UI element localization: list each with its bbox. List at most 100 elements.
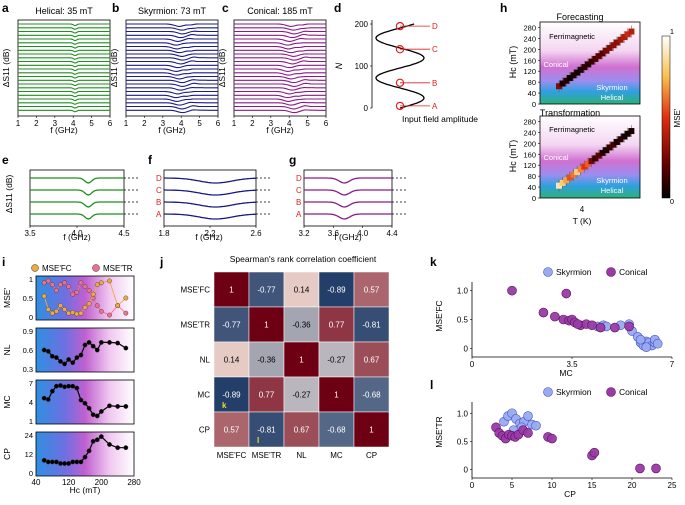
panel-g-xlabel: f (GHz) <box>334 232 362 242</box>
panel-j-cell-text: -0.36 <box>257 356 276 365</box>
panel-k-xtick-label: 3.5 <box>566 360 578 369</box>
panel-h-cell <box>584 61 591 68</box>
panel-i-point <box>98 280 104 286</box>
panel-d-curve <box>375 23 425 109</box>
panel-c: 1 2 3 4 5 6 <box>232 19 329 128</box>
panel-b-trace <box>126 109 218 114</box>
panel-b-trace <box>126 33 218 39</box>
panel-j-title: Spearman's rank correlation coefficient <box>230 254 377 264</box>
panel-i-ytick-label: 7 <box>29 379 33 388</box>
panel-h-cell <box>563 177 570 184</box>
panel-a-trace <box>18 60 110 64</box>
legend-label-fc: MSE'FC <box>42 264 72 273</box>
panel-b-trace <box>126 98 218 102</box>
panel-i-point <box>70 383 76 389</box>
panel-i-point <box>66 461 72 466</box>
panel-h-ytick-label: 160 <box>523 56 536 65</box>
panel-j-cell-text: -0.81 <box>362 321 381 330</box>
panel-j-cell <box>248 341 285 378</box>
panel-k-point-conical <box>550 311 560 322</box>
panel-i-point <box>41 280 47 286</box>
panel-f-xtick-label: 1.8 <box>158 229 170 238</box>
panel-g-xtick-label: 4.4 <box>386 229 398 238</box>
panel-b-trace <box>126 45 218 50</box>
panel-i-point <box>70 360 76 366</box>
panel-i-point <box>78 352 84 358</box>
panel-a-trace <box>18 72 110 75</box>
panel-i-point <box>62 461 67 466</box>
panel-j-row-label: CP <box>199 426 210 435</box>
panel-i-xtick-label: 200 <box>95 478 109 487</box>
panel-a-trace <box>18 87 110 90</box>
panel-c-trace <box>234 87 326 91</box>
panel-j-col-label: MC <box>330 451 343 460</box>
panel-k-ytick-label: 0.5 <box>457 316 469 325</box>
panel-c-ylabel: ΔS11 (dB) <box>217 49 227 88</box>
panel-j-row-label: MC <box>198 391 211 400</box>
panel-k: 0 3.5 7 0 0.5 1.0 <box>457 282 675 369</box>
panel-h-cell <box>628 128 635 135</box>
panel-k-point-conical <box>538 307 549 318</box>
panel-k-point-conical <box>587 320 597 331</box>
panel-c-trace <box>234 60 326 65</box>
panel-j-cell <box>353 306 390 343</box>
panel-a-title: Helical: 35 mT <box>35 6 93 16</box>
panel-c-title: Conical: 185 mT <box>247 6 313 16</box>
panel-c-xlabel: f (GHz) <box>266 125 294 135</box>
panel-i-phase-bg <box>36 432 134 476</box>
panel-j-cell <box>248 411 285 448</box>
panel-j-cell <box>318 376 355 413</box>
panel-i-point <box>54 287 59 293</box>
panel-h-cell <box>584 160 591 167</box>
panel-i-point <box>82 305 88 310</box>
panel-c-trace <box>234 27 326 31</box>
panel-i-ytick-label: 0.6 <box>23 346 33 355</box>
panel-i-point <box>123 345 129 351</box>
panel-l-xtick-label: 20 <box>628 481 637 490</box>
panel-d-marker <box>395 21 405 31</box>
panel-f-xlabel: f (GHz) <box>195 232 223 242</box>
panel-j-cell-text: -0.27 <box>292 391 311 400</box>
panel-h-cell <box>606 144 613 151</box>
panel-l-xtick-label: 15 <box>588 481 597 490</box>
panel-i-point <box>54 308 59 314</box>
panel-i-point <box>58 358 63 364</box>
panel-a-trace <box>18 27 110 30</box>
legend-marker-skyrmion-l <box>543 387 553 397</box>
panel-i-point <box>74 459 80 465</box>
panel-i-point <box>115 404 121 409</box>
panel-e-xtick-label: 3.5 <box>24 229 36 238</box>
panel-b-trace <box>126 94 218 99</box>
panel-b-xtick-label: 1 <box>124 119 129 128</box>
panel-h-cell <box>570 171 577 178</box>
panel-h-ytick-label: 80 <box>528 78 536 87</box>
panel-c-trace <box>234 37 326 42</box>
panel-b-xtick-label: 2 <box>142 119 147 128</box>
panel-g-xtick-label: 3.6 <box>328 229 340 238</box>
panel-a-xlabel: f (GHz) <box>50 125 78 135</box>
panel-e-trace <box>30 201 124 208</box>
panel-h-cell <box>556 182 562 189</box>
panel-h-cell <box>566 174 573 181</box>
panel-a-trace <box>18 45 110 49</box>
panel-i-point <box>41 457 47 463</box>
panel-c-frame <box>233 19 327 117</box>
panel-h-cell <box>599 50 606 57</box>
panel-h-phase-skyrmion-1: Skyrmion <box>596 83 627 92</box>
panel-e-trace <box>30 189 124 196</box>
panel-h-ytick-label: 120 <box>523 161 536 170</box>
panel-k-xlabel: MC <box>559 368 572 378</box>
panel-h-cell <box>566 75 573 82</box>
panel-i-ytick-label: 1 <box>29 275 33 284</box>
panel-l-point-conical <box>523 428 533 438</box>
panel-i-point <box>41 347 47 353</box>
panel-h-cell <box>570 72 577 79</box>
panel-i-point <box>74 355 80 360</box>
panel-l-xlabel: CP <box>564 489 576 499</box>
panel-i-xtick-label: 40 <box>32 478 41 487</box>
panel-j-cell <box>213 376 250 413</box>
panel-i-point <box>82 454 88 460</box>
panel-i-point <box>86 339 92 345</box>
panel-h-cell <box>574 69 581 76</box>
panel-i-point <box>98 339 104 345</box>
